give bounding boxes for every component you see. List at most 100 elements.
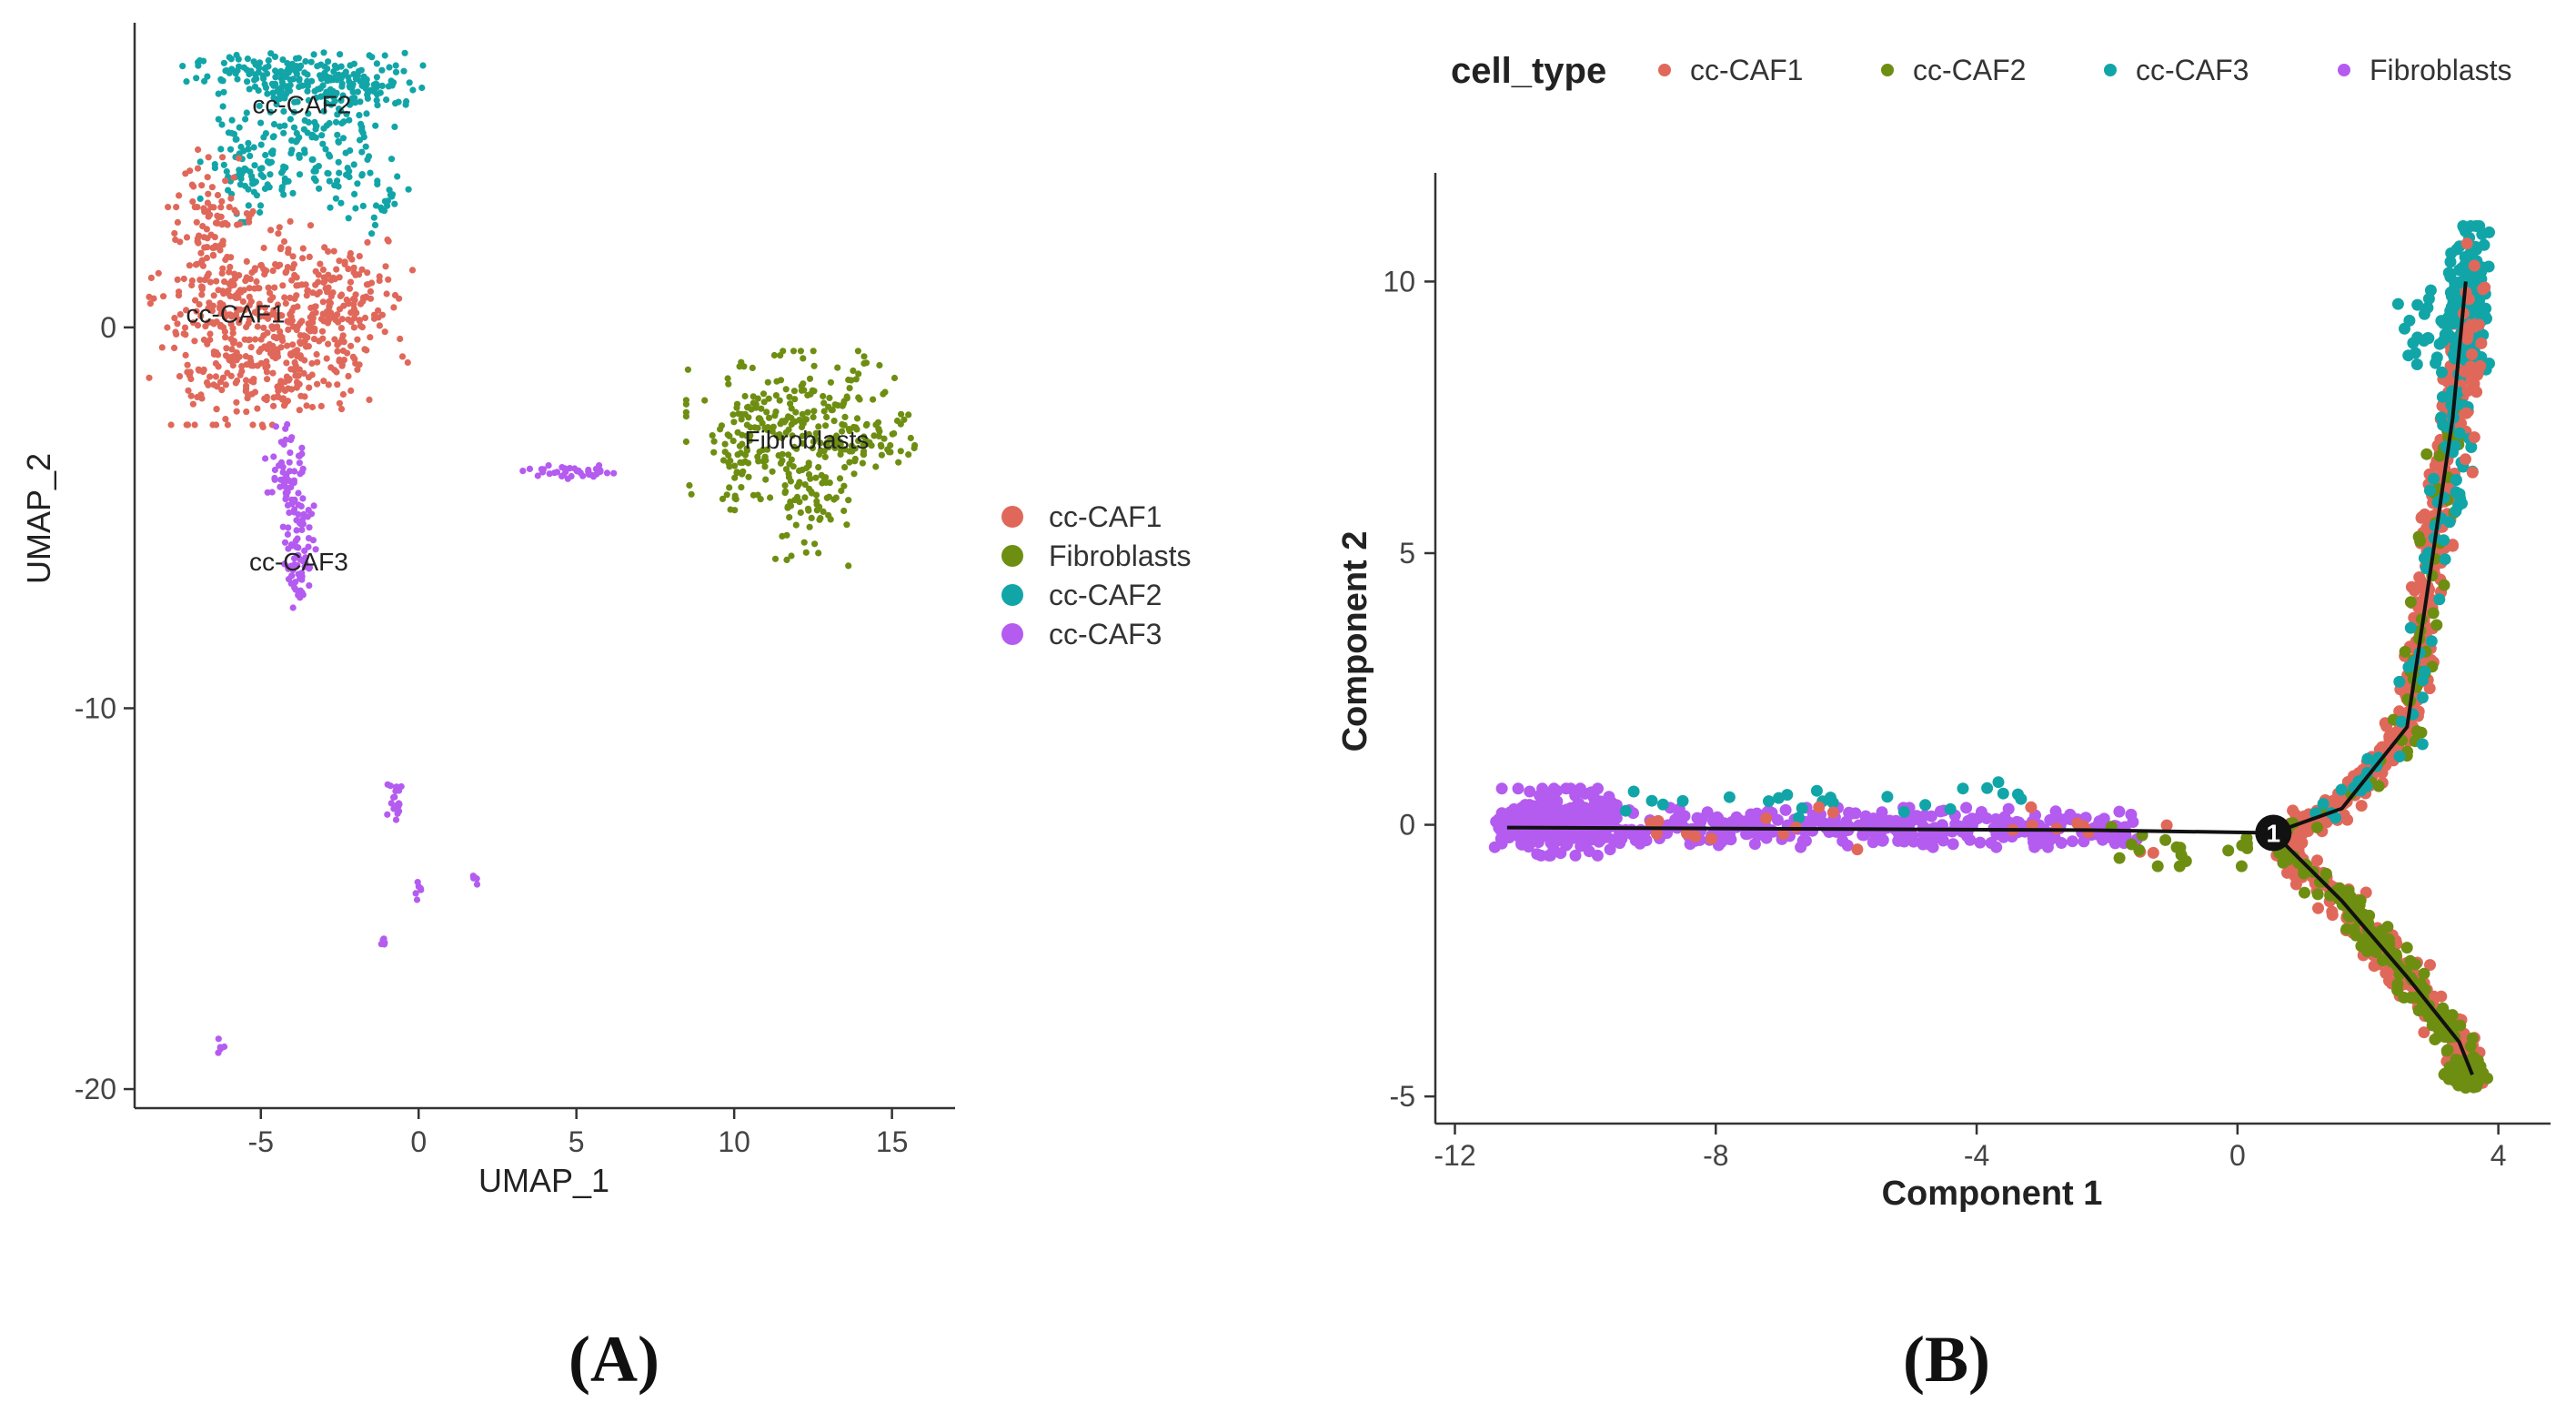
panel-b-point (2449, 439, 2461, 452)
panel-b-point (1543, 849, 1555, 862)
panel-a-point (391, 200, 398, 207)
panel-b-point (2289, 878, 2302, 891)
panel-a-point (296, 380, 303, 388)
panel-a-point (291, 584, 298, 591)
panel-b-point (2160, 819, 2173, 832)
panel-a-point (905, 411, 912, 419)
panel-a-point (306, 253, 313, 260)
panel-a-point (793, 445, 800, 452)
panel-a-point (189, 400, 196, 408)
panel-a-point (767, 494, 774, 501)
panel-a-point (819, 479, 826, 487)
panel-a-point (244, 78, 251, 86)
panel-a-point (770, 351, 779, 359)
panel-a-point (362, 85, 369, 92)
panel-a-point (820, 408, 828, 415)
panel-a-point (723, 491, 730, 499)
panel-a-point (538, 466, 546, 473)
panel-a-point (545, 462, 552, 469)
panel-a-legend-swatch (1001, 545, 1023, 567)
panel-a-point (290, 477, 297, 484)
panel-a-point (298, 570, 306, 577)
panel-a-point (313, 350, 320, 358)
panel-a-point (183, 307, 190, 314)
panel-a-point (392, 816, 400, 823)
panel-b-point (1495, 782, 1508, 795)
panel-a-point (560, 471, 568, 479)
panel-b-point (2025, 801, 2038, 813)
panel-b-point (2461, 328, 2474, 341)
panel-a-point (222, 177, 229, 185)
panel-b-point (2133, 843, 2146, 856)
panel-a-point (257, 346, 265, 353)
panel-a-point (295, 55, 302, 62)
panel-a-point (191, 204, 198, 211)
panel-a-point (243, 323, 250, 331)
panel-a-point (194, 237, 201, 245)
panel-a-point (299, 255, 307, 262)
panel-a-point (469, 872, 477, 880)
panel-a-point (284, 530, 291, 539)
panel-b-point (2411, 298, 2424, 311)
panel-a-point (233, 353, 240, 360)
panel-a-point (381, 328, 388, 336)
panel-b-legend-label: cc-CAF2 (1913, 54, 2026, 86)
panel-a-point (248, 390, 256, 398)
panel-a-legend-label: Fibroblasts (1049, 540, 1192, 572)
panel-a-point (247, 344, 255, 351)
panel-a-point (284, 420, 291, 429)
panel-a-point (340, 338, 347, 346)
panel-a-point (283, 359, 290, 367)
panel-a-point (348, 256, 356, 263)
panel-a-point (287, 436, 295, 444)
panel-a-point (226, 357, 234, 364)
panel-a-point (302, 57, 309, 66)
panel-b-point (2159, 833, 2172, 846)
panel-a-point (817, 439, 824, 447)
panel-a-point (272, 80, 279, 87)
panel-a-point (272, 355, 279, 362)
panel-a-point (737, 449, 745, 457)
panel-a-point (878, 451, 886, 459)
panel-a-point (859, 459, 867, 467)
panel-a-point (204, 73, 211, 80)
panel-a-point (210, 292, 217, 299)
panel-a-point (221, 278, 228, 286)
panel-a-point (473, 881, 481, 888)
panel-a-point (325, 340, 332, 348)
panel-a-point (829, 407, 836, 414)
panel-a-legend-label: cc-CAF2 (1049, 579, 1162, 611)
panel-a-point (895, 459, 902, 466)
panel-a-point (287, 449, 294, 457)
panel-a-point (760, 446, 767, 453)
panel-b-point (1603, 791, 1615, 803)
panel-a-point (219, 154, 226, 161)
panel-a-point (307, 222, 315, 229)
panel-a-point (296, 171, 304, 178)
panel-a-point (804, 505, 812, 512)
panel-a-point (360, 134, 367, 141)
panel-a-point (772, 392, 780, 399)
panel-a-point (736, 442, 744, 449)
panel-a-point (817, 515, 824, 522)
panel-a-point (826, 479, 833, 487)
panel-a-point (339, 135, 347, 142)
panel-a-point (263, 393, 270, 400)
panel-a-point (251, 76, 258, 84)
panel-a-point (335, 106, 343, 113)
panel-a-point (351, 297, 358, 304)
panel-a-point (781, 482, 789, 489)
panel-b-point (2482, 260, 2495, 273)
panel-a-point (265, 63, 272, 70)
panel-a-point (841, 413, 849, 420)
panel-a-point (345, 215, 352, 222)
panel-a-point (337, 51, 344, 58)
panel-a-point (390, 793, 397, 802)
panel-a-point (293, 63, 300, 70)
panel-a-point (309, 325, 317, 333)
panel-a-x-tick-label: 5 (569, 1125, 585, 1158)
panel-a-point (232, 292, 240, 299)
panel-a-point (226, 263, 234, 271)
panel-a-point (236, 220, 244, 227)
panel-a-point (368, 54, 376, 61)
